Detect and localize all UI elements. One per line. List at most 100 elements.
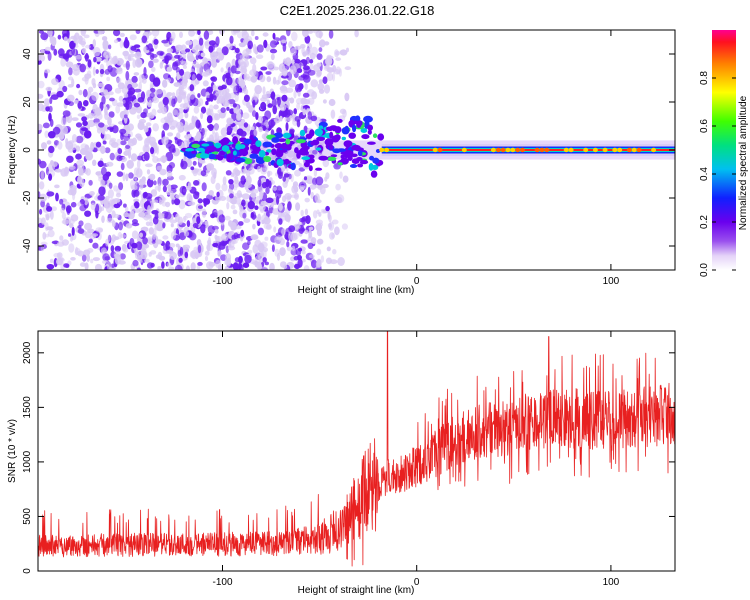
noise-speckle	[178, 90, 187, 96]
noise-speckle	[229, 35, 234, 44]
noise-speckle	[62, 85, 68, 93]
noise-speckle	[286, 150, 295, 158]
noise-speckle	[237, 31, 244, 39]
noise-speckle	[302, 30, 309, 38]
signal-blob	[372, 133, 378, 138]
noise-speckle	[213, 95, 217, 101]
noise-speckle	[131, 137, 137, 146]
noise-speckle	[308, 226, 314, 231]
noise-speckle	[113, 30, 121, 37]
noise-speckle	[71, 226, 75, 236]
noise-speckle	[80, 169, 85, 176]
noise-speckle	[226, 131, 231, 135]
noise-speckle	[290, 47, 297, 56]
noise-speckle	[108, 139, 116, 146]
noise-speckle	[102, 173, 110, 181]
noise-speckle	[305, 47, 312, 56]
noise-speckle	[107, 65, 113, 73]
noise-speckle	[48, 112, 52, 122]
noise-speckle	[286, 241, 290, 248]
signal-blob	[262, 141, 273, 148]
noise-speckle	[108, 199, 116, 205]
noise-speckle	[65, 56, 69, 62]
noise-speckle	[70, 257, 76, 261]
noise-speckle	[338, 68, 342, 77]
noise-speckle	[93, 56, 97, 63]
noise-speckle	[337, 257, 345, 266]
noise-speckle	[122, 50, 129, 57]
noise-speckle	[161, 136, 169, 146]
signal-blob	[244, 158, 253, 165]
noise-speckle	[310, 259, 318, 269]
noise-speckle	[70, 201, 77, 208]
noise-speckle	[128, 172, 134, 179]
noise-speckle	[39, 208, 43, 215]
noise-speckle	[204, 250, 210, 256]
noise-speckle	[178, 174, 186, 181]
noise-speckle	[257, 115, 264, 124]
noise-speckle	[183, 230, 190, 237]
noise-speckle	[290, 194, 299, 198]
noise-speckle	[123, 92, 129, 98]
signal-blob	[290, 162, 296, 171]
noise-speckle	[166, 66, 173, 72]
noise-speckle	[176, 138, 182, 147]
noise-speckle	[243, 71, 248, 81]
noise-speckle	[164, 211, 172, 220]
noise-speckle	[178, 257, 183, 263]
noise-speckle	[296, 102, 300, 111]
noise-speckle	[204, 255, 209, 262]
noise-speckle	[236, 112, 242, 121]
noise-speckle	[292, 183, 298, 190]
noise-speckle	[225, 170, 232, 176]
noise-speckle	[264, 236, 269, 241]
noise-speckle	[119, 39, 124, 49]
noise-speckle	[231, 111, 237, 122]
noise-speckle	[63, 36, 68, 42]
signal-blob	[343, 140, 353, 148]
noise-speckle	[252, 261, 260, 266]
noise-speckle	[257, 179, 262, 188]
noise-speckle	[44, 130, 49, 138]
noise-speckle	[339, 49, 348, 56]
noise-speckle	[308, 30, 313, 34]
noise-speckle	[48, 162, 56, 172]
noise-speckle	[110, 57, 118, 65]
signal-blob	[263, 155, 272, 163]
noise-speckle	[155, 239, 163, 245]
noise-speckle	[208, 190, 214, 196]
noise-speckle	[156, 50, 165, 56]
signal-blob	[352, 124, 357, 133]
signal-blob	[315, 167, 323, 171]
noise-speckle	[46, 206, 53, 212]
noise-speckle	[170, 231, 177, 240]
noise-speckle	[146, 122, 152, 127]
noise-speckle	[255, 54, 264, 59]
snr-y-tick-label: 500	[22, 508, 33, 525]
noise-speckle	[243, 218, 251, 224]
signal-blob	[295, 139, 306, 144]
noise-speckle	[144, 192, 153, 200]
signal-blob	[341, 127, 350, 135]
signal-blob	[191, 143, 201, 148]
noise-speckle	[84, 150, 90, 156]
signal-blob	[369, 155, 375, 161]
noise-speckle	[161, 106, 167, 115]
colorbar: 0.0 0.2 0.4 0.6 0.8 Normalized spectral ampl…	[699, 30, 749, 277]
noise-speckle	[77, 228, 85, 235]
signal-blob	[191, 150, 197, 154]
noise-speckle	[277, 211, 283, 219]
noise-speckle	[197, 93, 201, 98]
colorbar-tick-label: 0.8	[699, 71, 710, 85]
noise-speckle	[238, 42, 246, 48]
noise-speckle	[145, 163, 153, 168]
noise-speckle	[317, 82, 325, 91]
noise-speckle	[66, 155, 74, 163]
noise-speckle	[76, 83, 81, 89]
noise-speckle	[148, 60, 154, 69]
noise-speckle	[185, 185, 192, 191]
carrier-peak-dot	[461, 147, 467, 153]
noise-speckle	[80, 30, 87, 34]
carrier-peak-dot	[626, 147, 632, 153]
